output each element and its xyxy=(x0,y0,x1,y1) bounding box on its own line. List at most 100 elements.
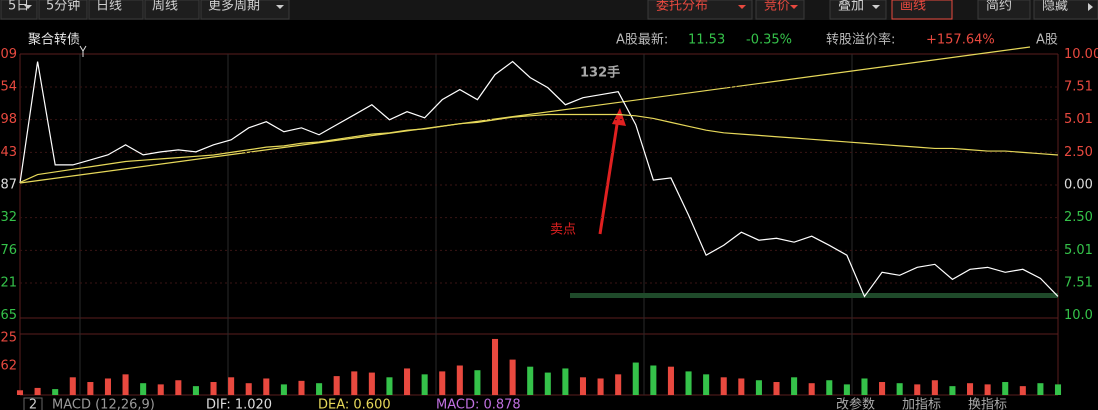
toolbar-label[interactable]: 简约 xyxy=(986,0,1012,14)
toolbar-label[interactable]: 周线 xyxy=(152,0,178,14)
volume-bar xyxy=(615,374,622,395)
volume-bar xyxy=(738,378,745,395)
volume-bar xyxy=(210,382,217,395)
volume-bar xyxy=(949,386,956,395)
y-tick-label-left: 32 xyxy=(0,210,17,225)
y-tick-label-left: 09 xyxy=(0,47,17,62)
volume-bar xyxy=(316,383,323,395)
volume-bar xyxy=(104,378,111,395)
volume-bar xyxy=(826,380,833,395)
toolbar-label[interactable]: 日线 xyxy=(96,0,122,14)
toolbar-label[interactable]: 隐藏 xyxy=(1042,0,1068,14)
y-tick-label: 10.00 xyxy=(1064,47,1098,62)
toolbar-button[interactable] xyxy=(38,0,88,20)
volume-bar xyxy=(632,362,639,395)
y-tick-label-left: 98 xyxy=(0,112,17,127)
volume-bar xyxy=(52,389,59,395)
dropdown-icon xyxy=(24,5,32,9)
indicator-action[interactable]: 加指标 xyxy=(902,398,941,410)
toolbar-label[interactable]: 5日 xyxy=(8,0,29,14)
volume-bar xyxy=(562,368,569,395)
toolbar-button[interactable] xyxy=(977,0,1031,20)
volume-bar xyxy=(386,377,393,395)
y-tick-label: 5.01 xyxy=(1064,112,1093,127)
toolbar-button[interactable] xyxy=(0,0,38,20)
volume-bar xyxy=(175,380,182,395)
annotation: 卖点 xyxy=(550,223,576,238)
volume-bar xyxy=(404,368,411,395)
toolbar-button[interactable] xyxy=(88,0,144,20)
toolbar-button[interactable] xyxy=(829,0,887,20)
volume-bar xyxy=(140,383,147,395)
toolbar-label[interactable]: 5分钟 xyxy=(46,0,80,14)
volume-bar xyxy=(245,383,252,395)
dropdown-icon xyxy=(276,5,284,9)
index-box[interactable] xyxy=(23,397,43,410)
indicator-action[interactable]: 换指标 xyxy=(968,398,1007,410)
marker-icon xyxy=(79,45,87,57)
toolbar-label[interactable]: 叠加 xyxy=(838,0,864,14)
series-line xyxy=(19,113,1059,183)
indicator-action[interactable]: 改参数 xyxy=(836,397,875,410)
y-tick-label-left: 87 xyxy=(0,178,17,193)
volume-bar xyxy=(527,366,534,395)
y-tick-label: 5.01 xyxy=(1064,243,1093,258)
volume-bar xyxy=(755,380,762,395)
volume-bar xyxy=(421,374,428,395)
toolbar-button[interactable] xyxy=(755,0,805,20)
toolbar-button[interactable] xyxy=(200,0,290,20)
volume-bar xyxy=(491,338,499,395)
toolbar-button[interactable] xyxy=(891,0,953,20)
dropdown-icon xyxy=(872,5,880,9)
volume-bar xyxy=(1002,382,1009,395)
volume-bar xyxy=(1037,383,1044,395)
volume-bar xyxy=(667,366,674,395)
premium: +157.64% xyxy=(926,33,995,48)
y-tick-label: 0.00 xyxy=(1064,178,1093,193)
y-tick-label-left: 65 xyxy=(0,308,17,323)
volume-bar xyxy=(298,380,305,395)
index[interactable]: 2 xyxy=(29,398,37,410)
y-tick-label-left: 43 xyxy=(0,145,17,160)
volume-bar xyxy=(87,382,94,395)
volume-bar xyxy=(263,378,270,395)
volume-bar xyxy=(509,359,516,395)
toolbar-label[interactable]: 画线 xyxy=(900,0,926,14)
volume-bar xyxy=(597,378,604,395)
volume-bar xyxy=(579,377,587,395)
annotation: 132手 xyxy=(580,65,620,81)
label: A股最新: xyxy=(616,32,668,48)
volume-bar xyxy=(703,374,710,395)
y-tick-label: 2.50 xyxy=(1064,210,1093,225)
toolbar-button[interactable] xyxy=(1033,0,1098,20)
arrow-head xyxy=(612,108,626,126)
volume-bar xyxy=(280,384,287,395)
volume-bar xyxy=(984,384,991,395)
toolbar-label[interactable]: 委托分布 xyxy=(656,0,708,14)
label: A股 xyxy=(1036,33,1058,48)
label: 转股溢价率: xyxy=(826,32,895,48)
trend-line xyxy=(19,46,1031,184)
volume-bar xyxy=(879,382,886,395)
price: 11.53 xyxy=(688,33,725,48)
volume-bar xyxy=(650,365,657,395)
y-tick-label: 2.50 xyxy=(1064,145,1093,160)
y-tick-label: 7.51 xyxy=(1064,276,1093,291)
toolbar-label[interactable]: 竞价 xyxy=(764,0,790,14)
volume-bar xyxy=(808,383,815,395)
volume-axis-label: 62 xyxy=(0,359,17,374)
volume-bar xyxy=(861,378,868,395)
volume-bar xyxy=(34,387,41,395)
volume-bar xyxy=(368,372,375,395)
dropdown-icon xyxy=(738,5,746,9)
toolbar-button[interactable] xyxy=(144,0,200,20)
volume-bar xyxy=(914,384,921,395)
volume-bar xyxy=(456,365,463,395)
toolbar-button[interactable] xyxy=(647,0,753,20)
y-tick-label: 7.51 xyxy=(1064,79,1093,94)
volume-bar xyxy=(333,376,340,395)
volume-bar xyxy=(351,371,358,395)
toolbar-label[interactable]: 更多周期 xyxy=(208,0,260,14)
volume-bar xyxy=(544,372,551,395)
